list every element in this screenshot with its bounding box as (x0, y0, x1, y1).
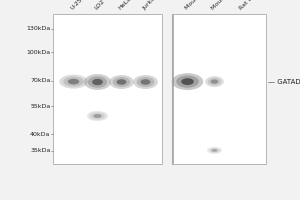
Ellipse shape (63, 77, 84, 87)
Text: 35kDa: 35kDa (30, 148, 50, 154)
Text: 40kDa: 40kDa (30, 132, 50, 136)
Bar (52, 14, 162, 164)
Ellipse shape (208, 78, 221, 86)
Ellipse shape (136, 77, 154, 87)
Ellipse shape (92, 79, 103, 85)
Ellipse shape (181, 78, 194, 85)
Bar (172, 14, 266, 164)
Ellipse shape (211, 79, 218, 84)
Ellipse shape (93, 114, 102, 118)
Text: U-251MG: U-251MG (70, 0, 94, 11)
Ellipse shape (88, 76, 107, 88)
Ellipse shape (172, 73, 203, 90)
Ellipse shape (117, 79, 127, 85)
Ellipse shape (212, 149, 218, 152)
Text: Mouse brain: Mouse brain (184, 0, 215, 11)
Ellipse shape (84, 74, 111, 90)
Text: 100kDa: 100kDa (26, 49, 50, 54)
Ellipse shape (209, 148, 220, 153)
Ellipse shape (59, 75, 88, 89)
Ellipse shape (133, 75, 158, 89)
Ellipse shape (87, 111, 108, 121)
Text: — GATAD2B: — GATAD2B (268, 79, 300, 85)
Text: LO2: LO2 (94, 0, 106, 11)
Ellipse shape (90, 112, 105, 120)
Text: 130kDa: 130kDa (26, 26, 50, 31)
Ellipse shape (112, 77, 130, 87)
Text: 55kDa: 55kDa (30, 104, 50, 108)
Ellipse shape (141, 79, 150, 85)
Text: HeLa: HeLa (118, 0, 133, 11)
Text: Rat thymus: Rat thymus (238, 0, 267, 11)
Text: 70kDa: 70kDa (30, 78, 50, 84)
Text: Jurkat: Jurkat (142, 0, 159, 11)
Text: Mouse kidney: Mouse kidney (211, 0, 245, 11)
Ellipse shape (207, 147, 222, 154)
Ellipse shape (176, 75, 199, 88)
Ellipse shape (109, 75, 134, 89)
Ellipse shape (68, 79, 79, 84)
Ellipse shape (205, 76, 224, 87)
